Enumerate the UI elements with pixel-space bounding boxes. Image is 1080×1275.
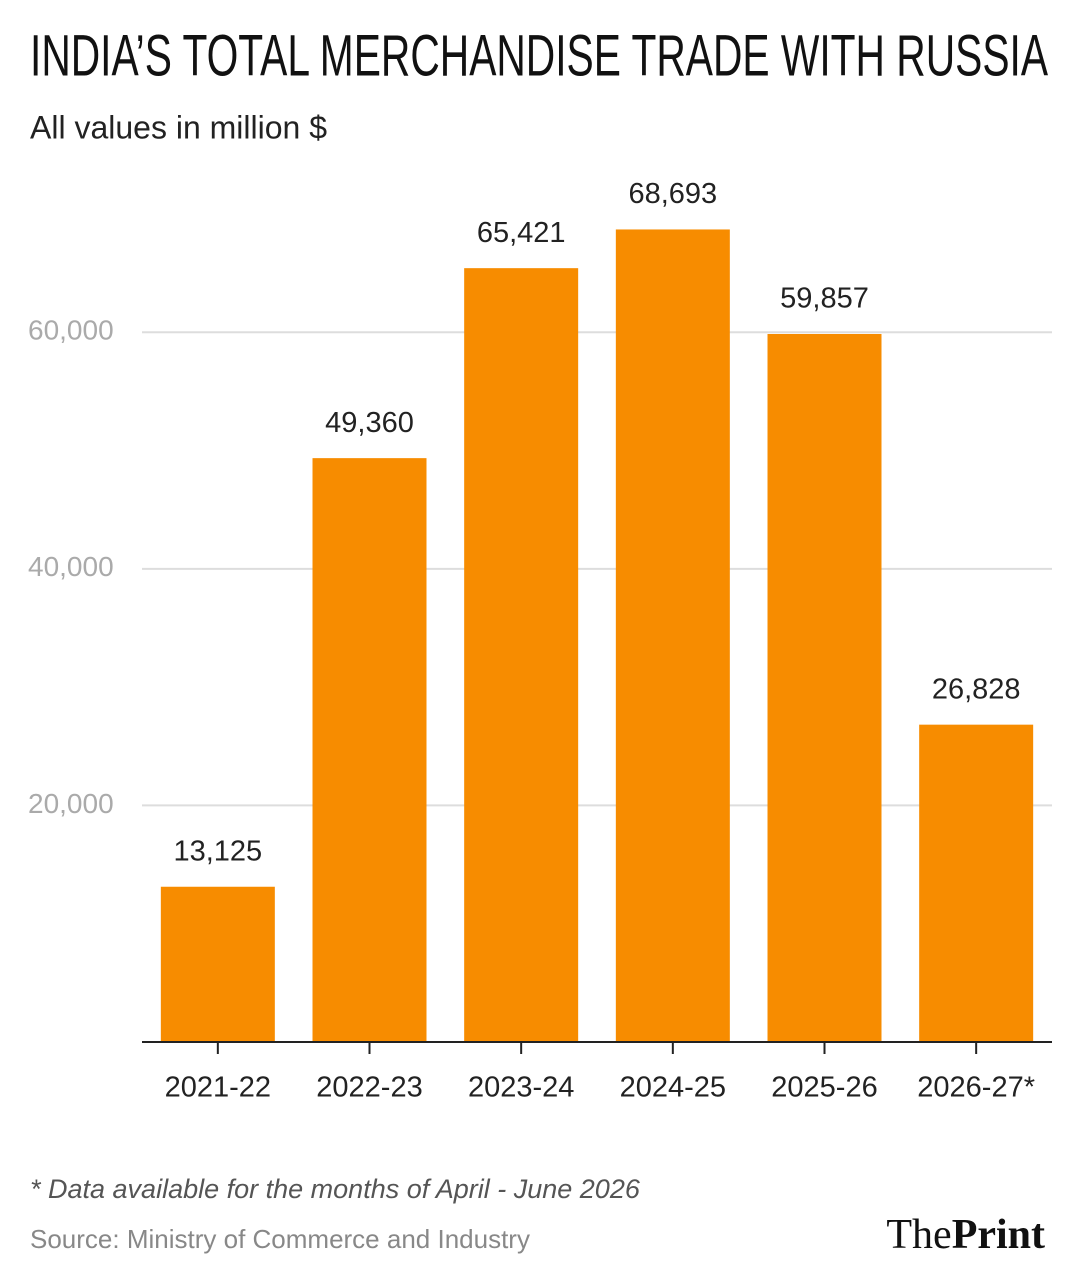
value-label: 65,421: [477, 217, 566, 249]
bar: [464, 268, 579, 1042]
x-tick-label: 2021-22: [165, 1072, 271, 1104]
value-label: 13,125: [173, 835, 262, 867]
value-label: 59,857: [780, 283, 869, 315]
value-label: 68,693: [628, 178, 717, 210]
y-tick-label: 40,000: [28, 551, 114, 582]
x-tick-label: 2026-27*: [917, 1072, 1035, 1104]
bar: [160, 886, 275, 1042]
y-tick-label: 60,000: [28, 315, 114, 346]
bar: [767, 333, 882, 1043]
value-label: 26,828: [932, 673, 1021, 705]
brand-prefix: The: [886, 1212, 951, 1258]
x-tick-label: 2024-25: [620, 1072, 726, 1104]
bar: [312, 458, 427, 1042]
chart-subtitle: All values in million $: [30, 109, 327, 145]
brand-logo: ThePrint: [886, 1212, 1045, 1258]
x-tick-label: 2022-23: [316, 1072, 422, 1104]
y-tick-label: 20,000: [28, 788, 114, 819]
brand-name: Print: [952, 1212, 1045, 1258]
x-tick-label: 2023-24: [468, 1072, 574, 1104]
value-label: 49,360: [325, 407, 414, 439]
bar: [919, 724, 1034, 1042]
x-tick-label: 2025-26: [771, 1072, 877, 1104]
bar: [615, 229, 730, 1042]
source: Source: Ministry of Commerce and Industr…: [30, 1224, 530, 1254]
note: * Data available for the months of April…: [30, 1174, 641, 1204]
chart-title: INDIA’S TOTAL MERCHANDISE TRADE WITH RUS…: [30, 23, 1048, 88]
